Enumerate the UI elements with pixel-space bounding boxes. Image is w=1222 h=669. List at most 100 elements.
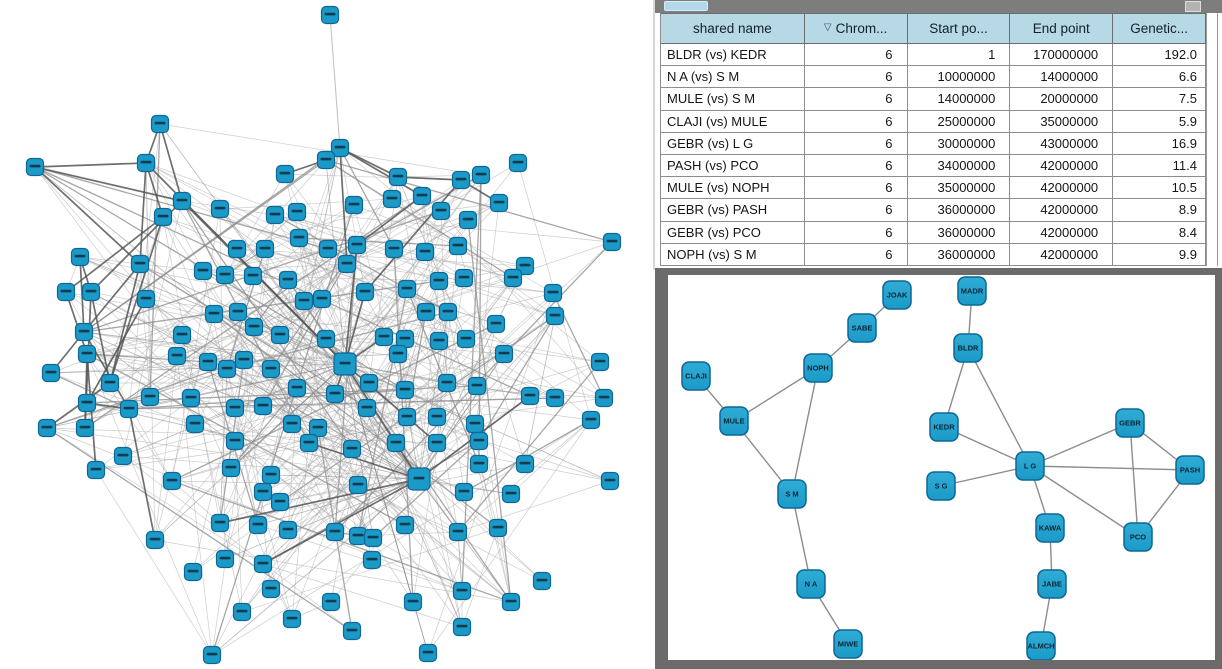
table-cell[interactable]: 43000000 [1010, 132, 1114, 154]
network-node[interactable] [494, 344, 514, 364]
network-node[interactable] [395, 380, 415, 400]
table-cell[interactable]: GEBR (vs) PASH [661, 199, 805, 221]
network-node[interactable] [77, 393, 97, 413]
network-node[interactable] [325, 384, 345, 404]
table-row[interactable]: PASH (vs) PCO 6 34000000 42000000 11.4 [661, 154, 1206, 178]
network-node[interactable] [388, 344, 408, 364]
network-node[interactable]: S M [777, 479, 807, 509]
network-node[interactable] [330, 138, 350, 158]
table-cell[interactable]: 42000000 [1010, 221, 1114, 243]
network-node[interactable] [416, 302, 436, 322]
network-node[interactable] [501, 592, 521, 612]
network-edge[interactable] [1029, 465, 1139, 538]
network-node[interactable] [215, 549, 235, 569]
network-node[interactable] [448, 522, 468, 542]
table-cell[interactable]: 25000000 [908, 110, 1011, 132]
table-cell[interactable]: MULE (vs) S M [661, 88, 805, 110]
network-node[interactable] [75, 418, 95, 438]
network-node[interactable] [287, 378, 307, 398]
table-cell[interactable]: 192.0 [1113, 44, 1206, 66]
network-node[interactable] [261, 359, 281, 379]
table-cell[interactable]: 36000000 [908, 199, 1011, 221]
network-node[interactable] [486, 314, 506, 334]
network-node[interactable] [503, 268, 523, 288]
table-cell[interactable]: 6 [805, 221, 908, 243]
network-node[interactable] [299, 433, 319, 453]
network-node[interactable] [456, 329, 476, 349]
network-node[interactable] [532, 571, 552, 591]
network-node[interactable]: GEBR [1115, 408, 1145, 438]
network-node[interactable] [344, 195, 364, 215]
network-node[interactable] [325, 522, 345, 542]
network-node[interactable] [278, 270, 298, 290]
network-node[interactable] [397, 407, 417, 427]
network-node[interactable] [221, 458, 241, 478]
network-node[interactable] [359, 373, 379, 393]
network-node[interactable] [407, 467, 431, 491]
network-node[interactable] [465, 414, 485, 434]
network-node[interactable] [210, 199, 230, 219]
network-node[interactable] [448, 236, 468, 256]
network-node[interactable] [469, 454, 489, 474]
network-node[interactable]: S G [926, 471, 956, 501]
network-node[interactable]: MULE [719, 406, 749, 436]
network-node[interactable] [427, 407, 447, 427]
network-node[interactable]: ALMCH [1026, 631, 1056, 661]
network-node[interactable] [427, 433, 447, 453]
network-node[interactable]: KAWA [1035, 513, 1065, 543]
network-node[interactable] [215, 265, 235, 285]
network-node[interactable] [515, 256, 535, 276]
network-node[interactable] [217, 359, 237, 379]
node-shape[interactable] [777, 479, 807, 509]
network-node[interactable] [452, 617, 472, 637]
network-node[interactable] [308, 418, 328, 438]
table-cell[interactable]: 20000000 [1010, 88, 1114, 110]
table-cell[interactable]: 170000000 [1010, 44, 1114, 66]
network-node[interactable] [185, 414, 205, 434]
network-node[interactable] [412, 186, 432, 206]
table-cell[interactable]: 8.9 [1113, 199, 1206, 221]
network-node[interactable] [248, 515, 268, 535]
network-node[interactable] [282, 609, 302, 629]
network-node[interactable] [202, 645, 222, 665]
table-cell[interactable]: 6 [805, 177, 908, 199]
network-node[interactable] [172, 325, 192, 345]
table-cell[interactable]: MULE (vs) NOPH [661, 177, 805, 199]
network-node[interactable] [429, 331, 449, 351]
table-row[interactable]: GEBR (vs) PCO 6 36000000 42000000 8.4 [661, 221, 1206, 244]
network-node[interactable] [227, 239, 247, 259]
network-node[interactable]: NOPH [803, 353, 833, 383]
network-node[interactable] [198, 352, 218, 372]
network-node[interactable] [469, 431, 489, 451]
network-node[interactable] [228, 302, 248, 322]
network-node[interactable] [590, 352, 610, 372]
network-node[interactable] [253, 554, 273, 574]
network-node[interactable] [193, 261, 213, 281]
table-cell[interactable]: 42000000 [1010, 199, 1114, 221]
network-node[interactable] [119, 399, 139, 419]
network-node[interactable] [282, 414, 302, 434]
network-node[interactable] [261, 579, 281, 599]
network-node[interactable] [543, 283, 563, 303]
network-node[interactable] [210, 513, 230, 533]
table-cell[interactable]: CLAJI (vs) MULE [661, 110, 805, 132]
network-node[interactable]: PASH [1175, 455, 1205, 485]
table-cell[interactable]: 6.6 [1113, 66, 1206, 88]
table-header-cell[interactable]: shared name [661, 14, 805, 43]
network-node[interactable] [489, 193, 509, 213]
node-shape[interactable] [929, 412, 959, 442]
network-node[interactable] [321, 592, 341, 612]
table-row[interactable]: GEBR (vs) L G 6 30000000 43000000 16.9 [661, 132, 1206, 155]
vscrollbar-track[interactable] [1206, 13, 1218, 266]
table-header-cell[interactable]: ▽ Chrom... [805, 14, 908, 43]
network-node[interactable]: CLAJI [681, 361, 711, 391]
table-row[interactable]: NOPH (vs) S M 6 36000000 42000000 9.9 [661, 243, 1206, 266]
table-cell[interactable]: 11.4 [1113, 154, 1206, 177]
network-node[interactable] [316, 329, 336, 349]
network-node[interactable] [403, 592, 423, 612]
network-node[interactable] [395, 329, 415, 349]
network-node[interactable] [287, 202, 307, 222]
table-cell[interactable]: GEBR (vs) PCO [661, 221, 805, 243]
network-node[interactable] [333, 352, 357, 376]
network-node[interactable] [602, 232, 622, 252]
